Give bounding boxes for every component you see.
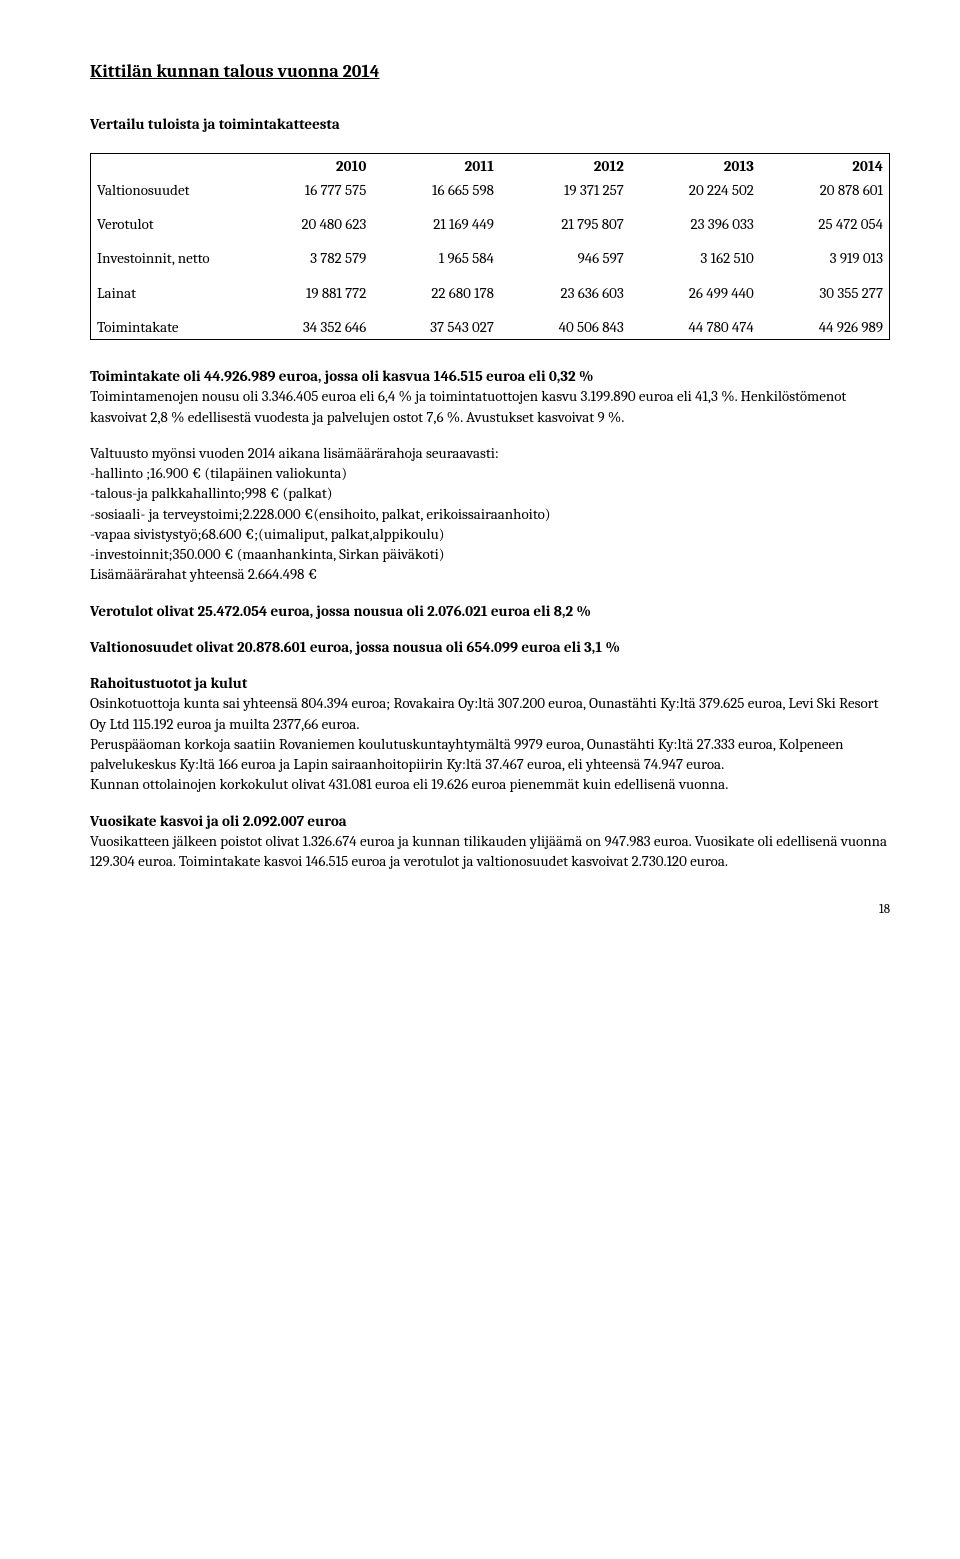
page-number: 18 — [90, 901, 890, 919]
list-line: -talous-ja palkkahallinto;998 € (palkat) — [90, 484, 333, 502]
cell: 44 926 989 — [760, 305, 890, 340]
toimintakate-paragraph: Toimintakate oli 44.926.989 euroa, jossa… — [90, 366, 890, 427]
year-col: 2012 — [500, 153, 630, 178]
cell: 20 480 623 — [243, 202, 372, 236]
table-row: Lainat 19 881 772 22 680 178 23 636 603 … — [91, 271, 890, 305]
cell: 44 780 474 — [630, 305, 760, 340]
list-line: -hallinto ;16.900 € (tilapäinen valiokun… — [90, 464, 347, 482]
lisamaararahat-paragraph: Valtuusto myönsi vuoden 2014 aikana lisä… — [90, 443, 890, 585]
subtitle: Vertailu tuloista ja toimintakatteesta — [90, 114, 890, 134]
cell: 21 169 449 — [372, 202, 500, 236]
cell: 23 396 033 — [630, 202, 760, 236]
cell: 21 795 807 — [500, 202, 630, 236]
page-title: Kittilän kunnan talous vuonna 2014 — [90, 60, 890, 84]
verotulot-line: Verotulot olivat 25.472.054 euroa, jossa… — [90, 601, 890, 621]
rahoitus-text: Peruspääoman korkoja saatiin Rovaniemen … — [90, 735, 844, 773]
rahoitus-section: Rahoitustuotot ja kulut Osinkotuottoja k… — [90, 673, 890, 795]
cell: 19 371 257 — [500, 178, 630, 202]
vuosikate-body: Vuosikatteen jälkeen poistot olivat 1.32… — [90, 832, 887, 870]
cell: 30 355 277 — [760, 271, 890, 305]
list-line: Lisämäärärahat yhteensä 2.664.498 € — [90, 565, 317, 583]
cell: 20 224 502 — [630, 178, 760, 202]
cell: 3 162 510 — [630, 236, 760, 270]
cell: 23 636 603 — [500, 271, 630, 305]
cell: 40 506 843 — [500, 305, 630, 340]
cell: 37 543 027 — [372, 305, 500, 340]
cell: 1 965 584 — [372, 236, 500, 270]
rahoitus-heading: Rahoitustuotot ja kulut — [90, 674, 247, 692]
table-row: Verotulot 20 480 623 21 169 449 21 795 8… — [91, 202, 890, 236]
cell: 22 680 178 — [372, 271, 500, 305]
list-line: -sosiaali- ja terveystoimi;2.228.000 €(e… — [90, 505, 551, 523]
lisamaararahat-intro: Valtuusto myönsi vuoden 2014 aikana lisä… — [90, 444, 499, 462]
year-col: 2014 — [760, 153, 890, 178]
valtionosuudet-line: Valtionosuudet olivat 20.878.601 euroa, … — [90, 637, 890, 657]
list-line: -investoinnit;350.000 € (maanhankinta, S… — [90, 545, 444, 563]
table-header-row: 2010 2011 2012 2013 2014 — [91, 153, 890, 178]
table-row: Investoinnit, netto 3 782 579 1 965 584 … — [91, 236, 890, 270]
rahoitus-text: Kunnan ottolainojen korkokulut olivat 43… — [90, 775, 728, 793]
vuosikate-section: Vuosikate kasvoi ja oli 2.092.007 euroa … — [90, 811, 890, 872]
row-label: Investoinnit, netto — [91, 236, 244, 270]
cell: 34 352 646 — [243, 305, 372, 340]
row-label: Valtionosuudet — [91, 178, 244, 202]
row-label: Verotulot — [91, 202, 244, 236]
cell: 25 472 054 — [760, 202, 890, 236]
comparison-table: 2010 2011 2012 2013 2014 Valtionosuudet … — [90, 153, 890, 341]
toimintakate-lead: Toimintakate oli 44.926.989 euroa, jossa… — [90, 367, 594, 385]
cell: 3 782 579 — [243, 236, 372, 270]
table-row: Toimintakate 34 352 646 37 543 027 40 50… — [91, 305, 890, 340]
year-col: 2010 — [243, 153, 372, 178]
cell: 3 919 013 — [760, 236, 890, 270]
cell: 16 777 575 — [243, 178, 372, 202]
list-line: -vapaa sivistystyö;68.600 €;(uimaliput, … — [90, 525, 445, 543]
row-label: Toimintakate — [91, 305, 244, 340]
cell: 20 878 601 — [760, 178, 890, 202]
cell: 19 881 772 — [243, 271, 372, 305]
table-row: Valtionosuudet 16 777 575 16 665 598 19 … — [91, 178, 890, 202]
row-label: Lainat — [91, 271, 244, 305]
vuosikate-heading: Vuosikate kasvoi ja oli 2.092.007 euroa — [90, 812, 347, 830]
cell: 16 665 598 — [372, 178, 500, 202]
rahoitus-text: Osinkotuottoja kunta sai yhteensä 804.39… — [90, 694, 878, 732]
toimintakate-body: Toimintamenojen nousu oli 3.346.405 euro… — [90, 387, 846, 425]
year-col: 2013 — [630, 153, 760, 178]
year-col: 2011 — [372, 153, 500, 178]
cell: 946 597 — [500, 236, 630, 270]
cell: 26 499 440 — [630, 271, 760, 305]
